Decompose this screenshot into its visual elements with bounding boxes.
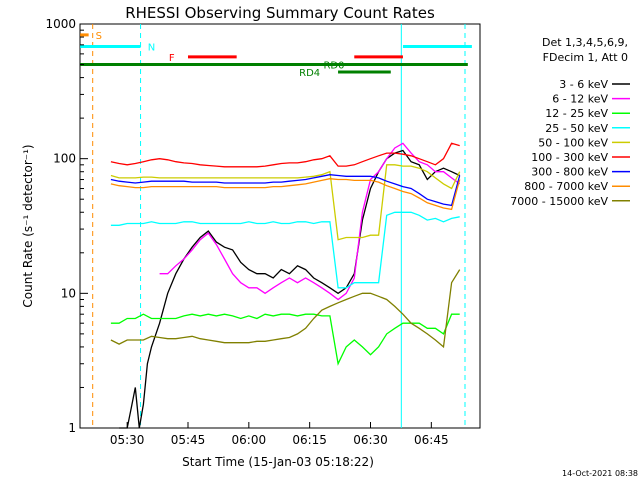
x-tick-label-2: 06:00 [232,433,267,447]
flag-label-1: N [148,43,155,54]
series-lines [110,142,461,429]
legend-label-4: 50 - 100 keV [538,136,608,149]
legend-label-1: 6 - 12 keV [552,93,608,106]
series-line-1 [159,142,461,301]
legend-header-0: Det 1,3,4,5,6,9, [542,36,628,49]
y-tick-label-1: 10 [61,286,76,300]
plot-frame [79,23,481,429]
series-line-2 [110,313,460,366]
timestamp-footer: 14-Oct-2021 08:38 [562,469,638,478]
x-tick-label-0: 05:30 [110,433,145,447]
series-line-4 [110,164,461,241]
x-tick-label-4: 06:30 [353,433,388,447]
x-tick-label-1: 05:45 [171,433,206,447]
legend: Det 1,3,4,5,6,9, FDecim 1, Att 0 3 - 6 keV… [510,36,630,208]
legend-label-7: 800 - 7000 keV [524,180,608,193]
series-line-3 [110,211,460,289]
x-tick-label-3: 06:15 [292,433,327,447]
x-tick-label-5: 06:45 [414,433,449,447]
y-tick-label-3: 1000 [45,17,76,31]
chart-title: RHESSI Observing Summary Count Rates [125,4,435,22]
legend-label-3: 25 - 50 keV [545,122,608,135]
flag-label-2: F [169,53,175,64]
flag-label-5: RD4 [299,68,320,79]
x-axis-label: Start Time (15-Jan-03 05:18:22) [182,455,374,469]
vertical-markers [92,24,466,428]
legend-label-6: 300 - 800 keV [531,166,608,179]
legend-label-8: 7000 - 15000 keV [510,195,608,208]
series-line-7 [110,178,461,211]
series-line-0 [119,149,460,429]
y-axis-label: Count Rate (s⁻¹ detector⁻¹) [21,144,35,307]
legend-label-2: 12 - 25 keV [545,107,608,120]
flag-label-3: RD0 [323,61,344,72]
y-tick-label-2: 100 [53,152,76,166]
legend-label-5: 100 - 300 keV [531,151,608,164]
x-axis-ticks: 05:30 05:45 06:00 06:15 06:30 06:45 [110,422,449,447]
series-line-8 [110,269,461,349]
legend-header-1: FDecim 1, Att 0 [543,51,628,64]
legend-label-0: 3 - 6 keV [559,78,608,91]
series-line-5 [110,142,460,168]
series-line-6 [110,174,461,207]
flag-label-0: S [96,31,102,42]
y-tick-label-0: 1 [68,421,76,435]
y-axis-ticks: 1 10 100 1000 [45,17,88,435]
